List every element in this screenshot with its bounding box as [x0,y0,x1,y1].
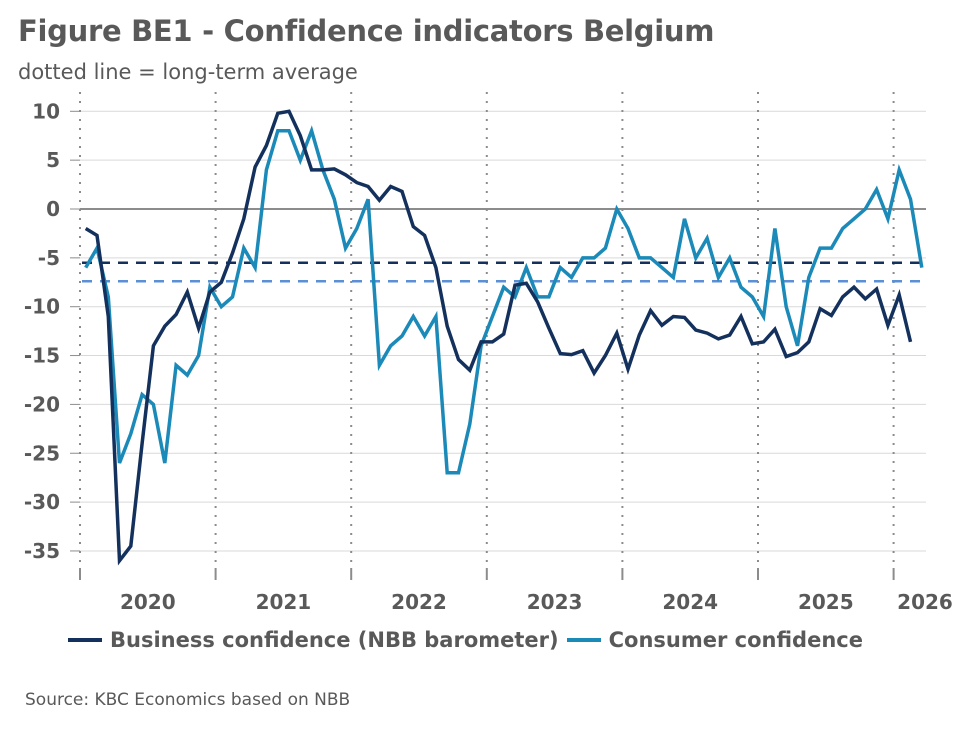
x-tick-label: 2026 [897,590,953,614]
legend-swatch-consumer [566,638,601,642]
y-tick-label: 10 [32,99,60,123]
chart-title: Figure BE1 - Confidence indicators Belgi… [18,14,715,48]
y-tick-label: -5 [38,246,60,270]
y-tick-label: -35 [24,539,60,563]
legend-item-business: Business confidence (NBB barometer) [68,628,559,652]
y-tick-label: 5 [46,148,60,172]
y-axis: 10 5 0 -5 -10 -15 -20 -25 -30 -35 [24,99,80,563]
x-tick-label: 2023 [527,590,583,614]
y-tick-label: 0 [46,197,60,221]
x-axis: 2020 2021 2022 2023 2024 2025 2026 [79,568,953,614]
y-tick-label: -25 [24,441,60,465]
legend: Business confidence (NBB barometer) Cons… [68,628,871,652]
legend-label-business: Business confidence (NBB barometer) [110,628,559,652]
business-confidence-line [84,109,913,566]
x-tick-label: 2020 [120,590,176,614]
chart-subtitle: dotted line = long-term average [18,60,358,84]
consumer-confidence-line [84,125,924,475]
x-tick-label: 2024 [662,590,718,614]
legend-label-consumer: Consumer confidence [608,628,863,652]
average-lines [82,261,926,283]
legend-swatch-business [68,638,102,642]
x-tick-label: 2025 [798,590,854,614]
y-tick-label: -20 [24,392,60,416]
x-tick-label: 2022 [391,590,447,614]
y-tick-label: -15 [24,344,60,368]
x-tick-label: 2021 [256,590,312,614]
legend-item-consumer: Consumer confidence [566,628,863,652]
source-note: Source: KBC Economics based on NBB [25,690,351,710]
y-tick-label: -30 [24,490,60,514]
series-lines [84,109,924,566]
y-tick-label: -10 [24,295,60,319]
